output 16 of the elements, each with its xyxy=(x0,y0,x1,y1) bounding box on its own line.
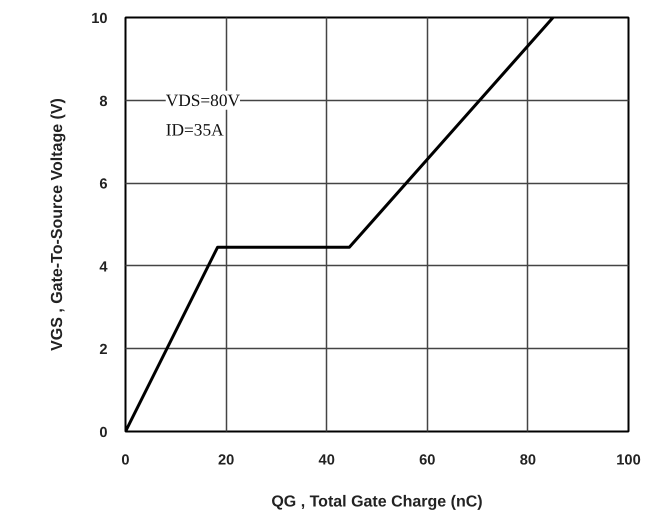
y-tick-label: 0 xyxy=(99,425,108,441)
y-axis-title: VGS , Gate-To-Source Voltage (V) xyxy=(49,98,66,351)
x-tick-label: 100 xyxy=(616,452,641,468)
x-tick-label: 40 xyxy=(318,452,335,468)
y-tick-label: 10 xyxy=(91,11,108,27)
x-tick-label: 20 xyxy=(218,452,234,468)
x-tick-label: 60 xyxy=(419,452,436,468)
y-tick-label: 4 xyxy=(99,259,108,276)
y-tick-label: 2 xyxy=(99,342,108,358)
x-axis-title: QG , Total Gate Charge (nC) xyxy=(271,494,483,510)
annotation: VDS=80V xyxy=(166,90,241,110)
x-tick-label: 0 xyxy=(121,452,130,468)
annotation: ID=35A xyxy=(166,120,224,140)
y-tick-label: 6 xyxy=(99,176,108,193)
y-tick-label: 8 xyxy=(99,94,108,110)
x-tick-label: 80 xyxy=(520,452,536,468)
